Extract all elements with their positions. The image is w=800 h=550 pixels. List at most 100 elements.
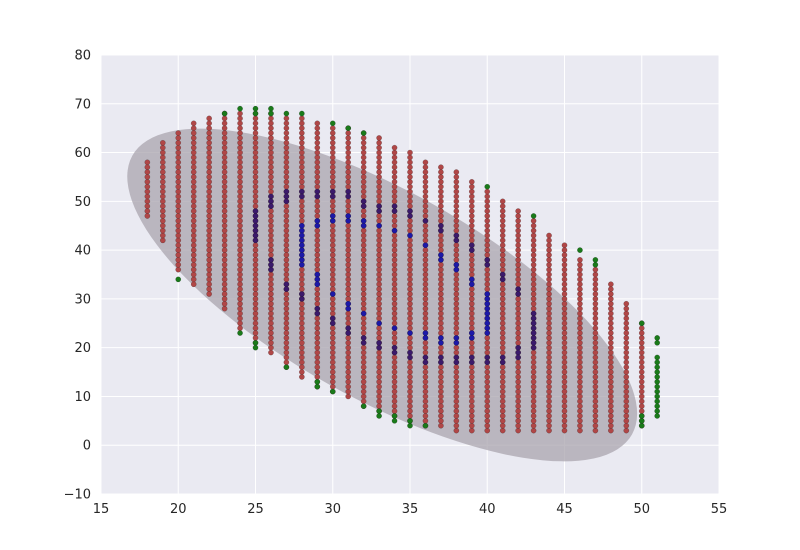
grid-point (468, 388, 475, 395)
grid-point (407, 296, 413, 302)
grid-point (221, 252, 228, 258)
grid-point (623, 383, 630, 390)
grid-point (407, 315, 413, 322)
grid-point (468, 203, 475, 210)
grid-point (407, 300, 413, 307)
grid-point (546, 271, 552, 278)
grid-point (345, 237, 352, 244)
grid-point (499, 349, 506, 356)
grid-point (159, 139, 166, 146)
grid-point (422, 374, 429, 380)
grid-point (221, 188, 228, 195)
grid-point (515, 403, 522, 410)
grid-point (360, 178, 367, 185)
grid-point (175, 144, 182, 151)
grid-point (561, 422, 568, 429)
grid-point (561, 276, 568, 283)
grid-point (407, 203, 413, 210)
grid-point (515, 320, 522, 327)
grid-point (592, 325, 599, 332)
grid-point (499, 217, 506, 224)
grid-point (453, 393, 460, 400)
grid-point (345, 242, 352, 249)
grid-point (299, 315, 305, 322)
grid-point (407, 339, 413, 346)
grid-point (360, 193, 367, 200)
grid-point (499, 325, 506, 332)
grid-point (391, 286, 398, 292)
grid-point (438, 198, 444, 205)
series-0-point (252, 344, 259, 351)
grid-point (314, 320, 321, 327)
grid-point (252, 247, 259, 253)
grid-point (623, 325, 630, 332)
grid-point (345, 320, 352, 327)
grid-point (268, 149, 274, 156)
grid-point (438, 271, 444, 278)
grid-point (345, 369, 352, 375)
grid-point (453, 291, 460, 297)
grid-point (515, 374, 522, 380)
grid-point (453, 422, 460, 429)
grid-point (546, 286, 552, 292)
series-1-point (268, 261, 274, 268)
grid-point (345, 139, 352, 146)
grid-point (407, 281, 413, 288)
grid-point (252, 139, 259, 146)
grid-point (468, 261, 475, 268)
grid-point (175, 237, 182, 244)
grid-point (530, 388, 537, 395)
grid-point (221, 159, 228, 166)
grid-point (623, 378, 630, 385)
grid-point (376, 169, 382, 175)
grid-point (299, 164, 305, 171)
grid-point (530, 300, 537, 307)
grid-point (608, 422, 614, 429)
grid-point (623, 344, 630, 351)
grid-point (221, 198, 228, 205)
series-1-point (252, 237, 259, 244)
grid-point (345, 296, 352, 302)
grid-point (407, 222, 413, 229)
grid-point (329, 154, 336, 161)
grid-point (468, 300, 475, 307)
grid-point (299, 305, 305, 312)
grid-point (345, 169, 352, 175)
grid-point (422, 183, 429, 190)
grid-point (530, 281, 537, 288)
grid-point (237, 222, 243, 229)
series-0-point (407, 417, 413, 424)
grid-point (468, 252, 475, 258)
series-2-point (329, 291, 336, 297)
grid-point (546, 403, 552, 410)
grid-point (268, 125, 274, 132)
grid-point (407, 149, 413, 156)
grid-point (314, 183, 321, 190)
grid-point (268, 252, 274, 258)
grid-point (468, 403, 475, 410)
grid-point (407, 252, 413, 258)
series-1-point (530, 339, 537, 346)
grid-point (376, 335, 382, 341)
grid-point (299, 149, 305, 156)
grid-point (329, 242, 336, 249)
grid-point (360, 296, 367, 302)
grid-point (577, 369, 583, 375)
grid-point (283, 359, 290, 366)
grid-point (546, 383, 552, 390)
grid-point (422, 227, 429, 234)
grid-point (237, 154, 243, 161)
series-0-point (654, 364, 661, 371)
grid-point (268, 296, 274, 302)
grid-point (206, 217, 212, 224)
grid-point (159, 198, 166, 205)
grid-point (206, 266, 212, 273)
y-tick-label: 70 (74, 97, 91, 112)
grid-point (391, 266, 398, 273)
grid-point (499, 422, 506, 429)
grid-point (592, 369, 599, 375)
grid-point (407, 257, 413, 263)
grid-point (376, 257, 382, 263)
grid-point (468, 305, 475, 312)
grid-point (360, 364, 367, 371)
